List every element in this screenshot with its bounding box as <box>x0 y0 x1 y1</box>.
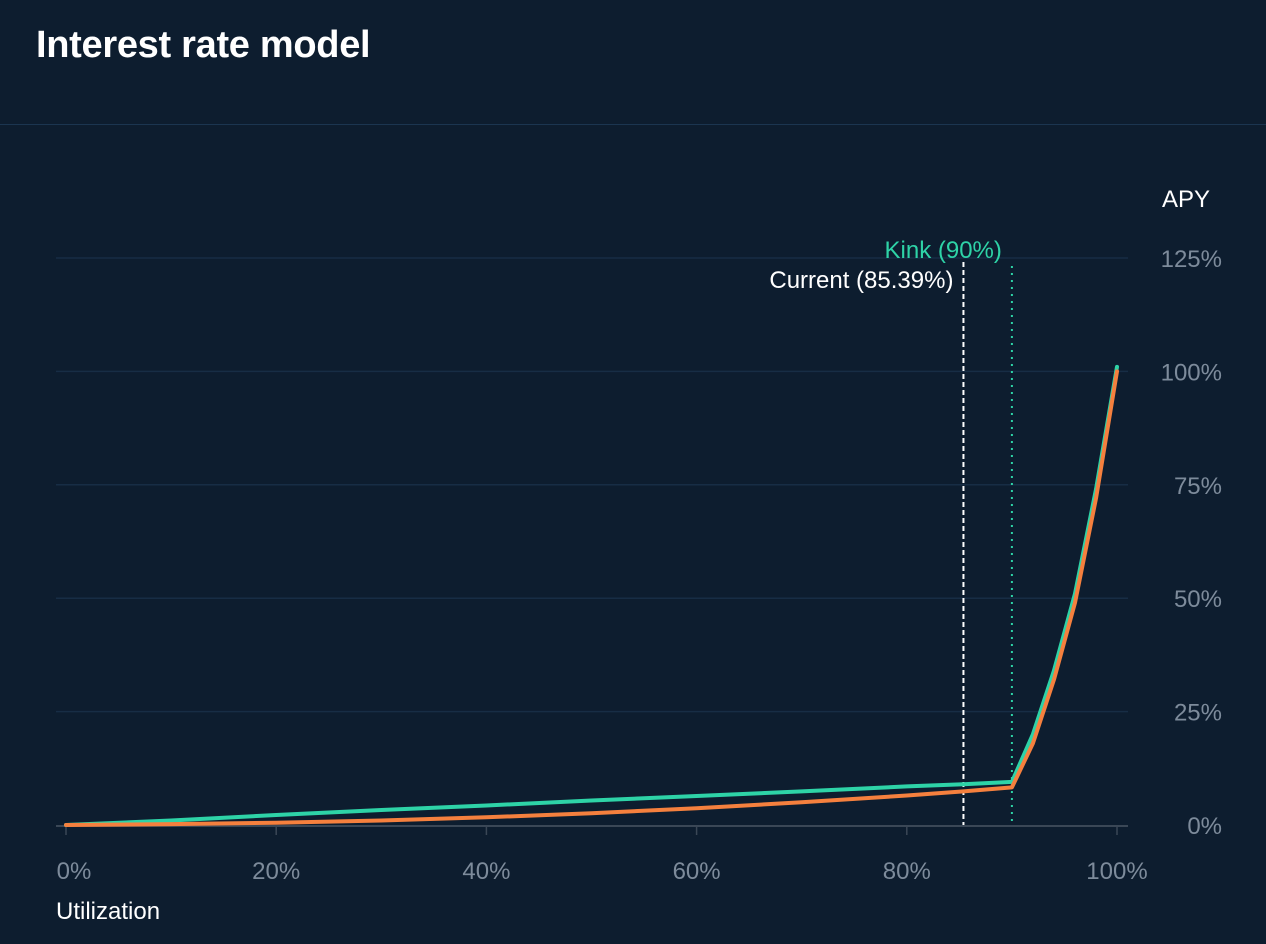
series-line-teal[interactable] <box>64 364 1119 827</box>
page-title: Interest rate model <box>36 24 371 66</box>
series-line-orange[interactable] <box>64 369 1119 827</box>
x-axis-title: Utilization <box>56 898 161 925</box>
y-tick-label: 100% <box>1161 359 1222 386</box>
panel-header: Interest rate model <box>0 0 1266 125</box>
y-axis-title: APY <box>1162 186 1211 213</box>
kink-label: Kink (90%) <box>885 237 1002 264</box>
x-tick-label: 60% <box>673 858 721 885</box>
y-tick-label: 75% <box>1174 473 1222 500</box>
current-label: Current (85.39%) <box>769 267 953 294</box>
y-tick-label: 0% <box>1187 813 1222 840</box>
x-tick-label: 0% <box>57 858 92 885</box>
x-tick-label: 20% <box>252 858 300 885</box>
y-tick-label: 25% <box>1174 700 1222 727</box>
y-tick-label: 125% <box>1161 246 1222 273</box>
y-tick-label: 50% <box>1174 586 1222 613</box>
x-tick-label: 100% <box>1086 858 1147 885</box>
x-tick-label: 80% <box>883 858 931 885</box>
x-tick-label: 40% <box>462 858 510 885</box>
